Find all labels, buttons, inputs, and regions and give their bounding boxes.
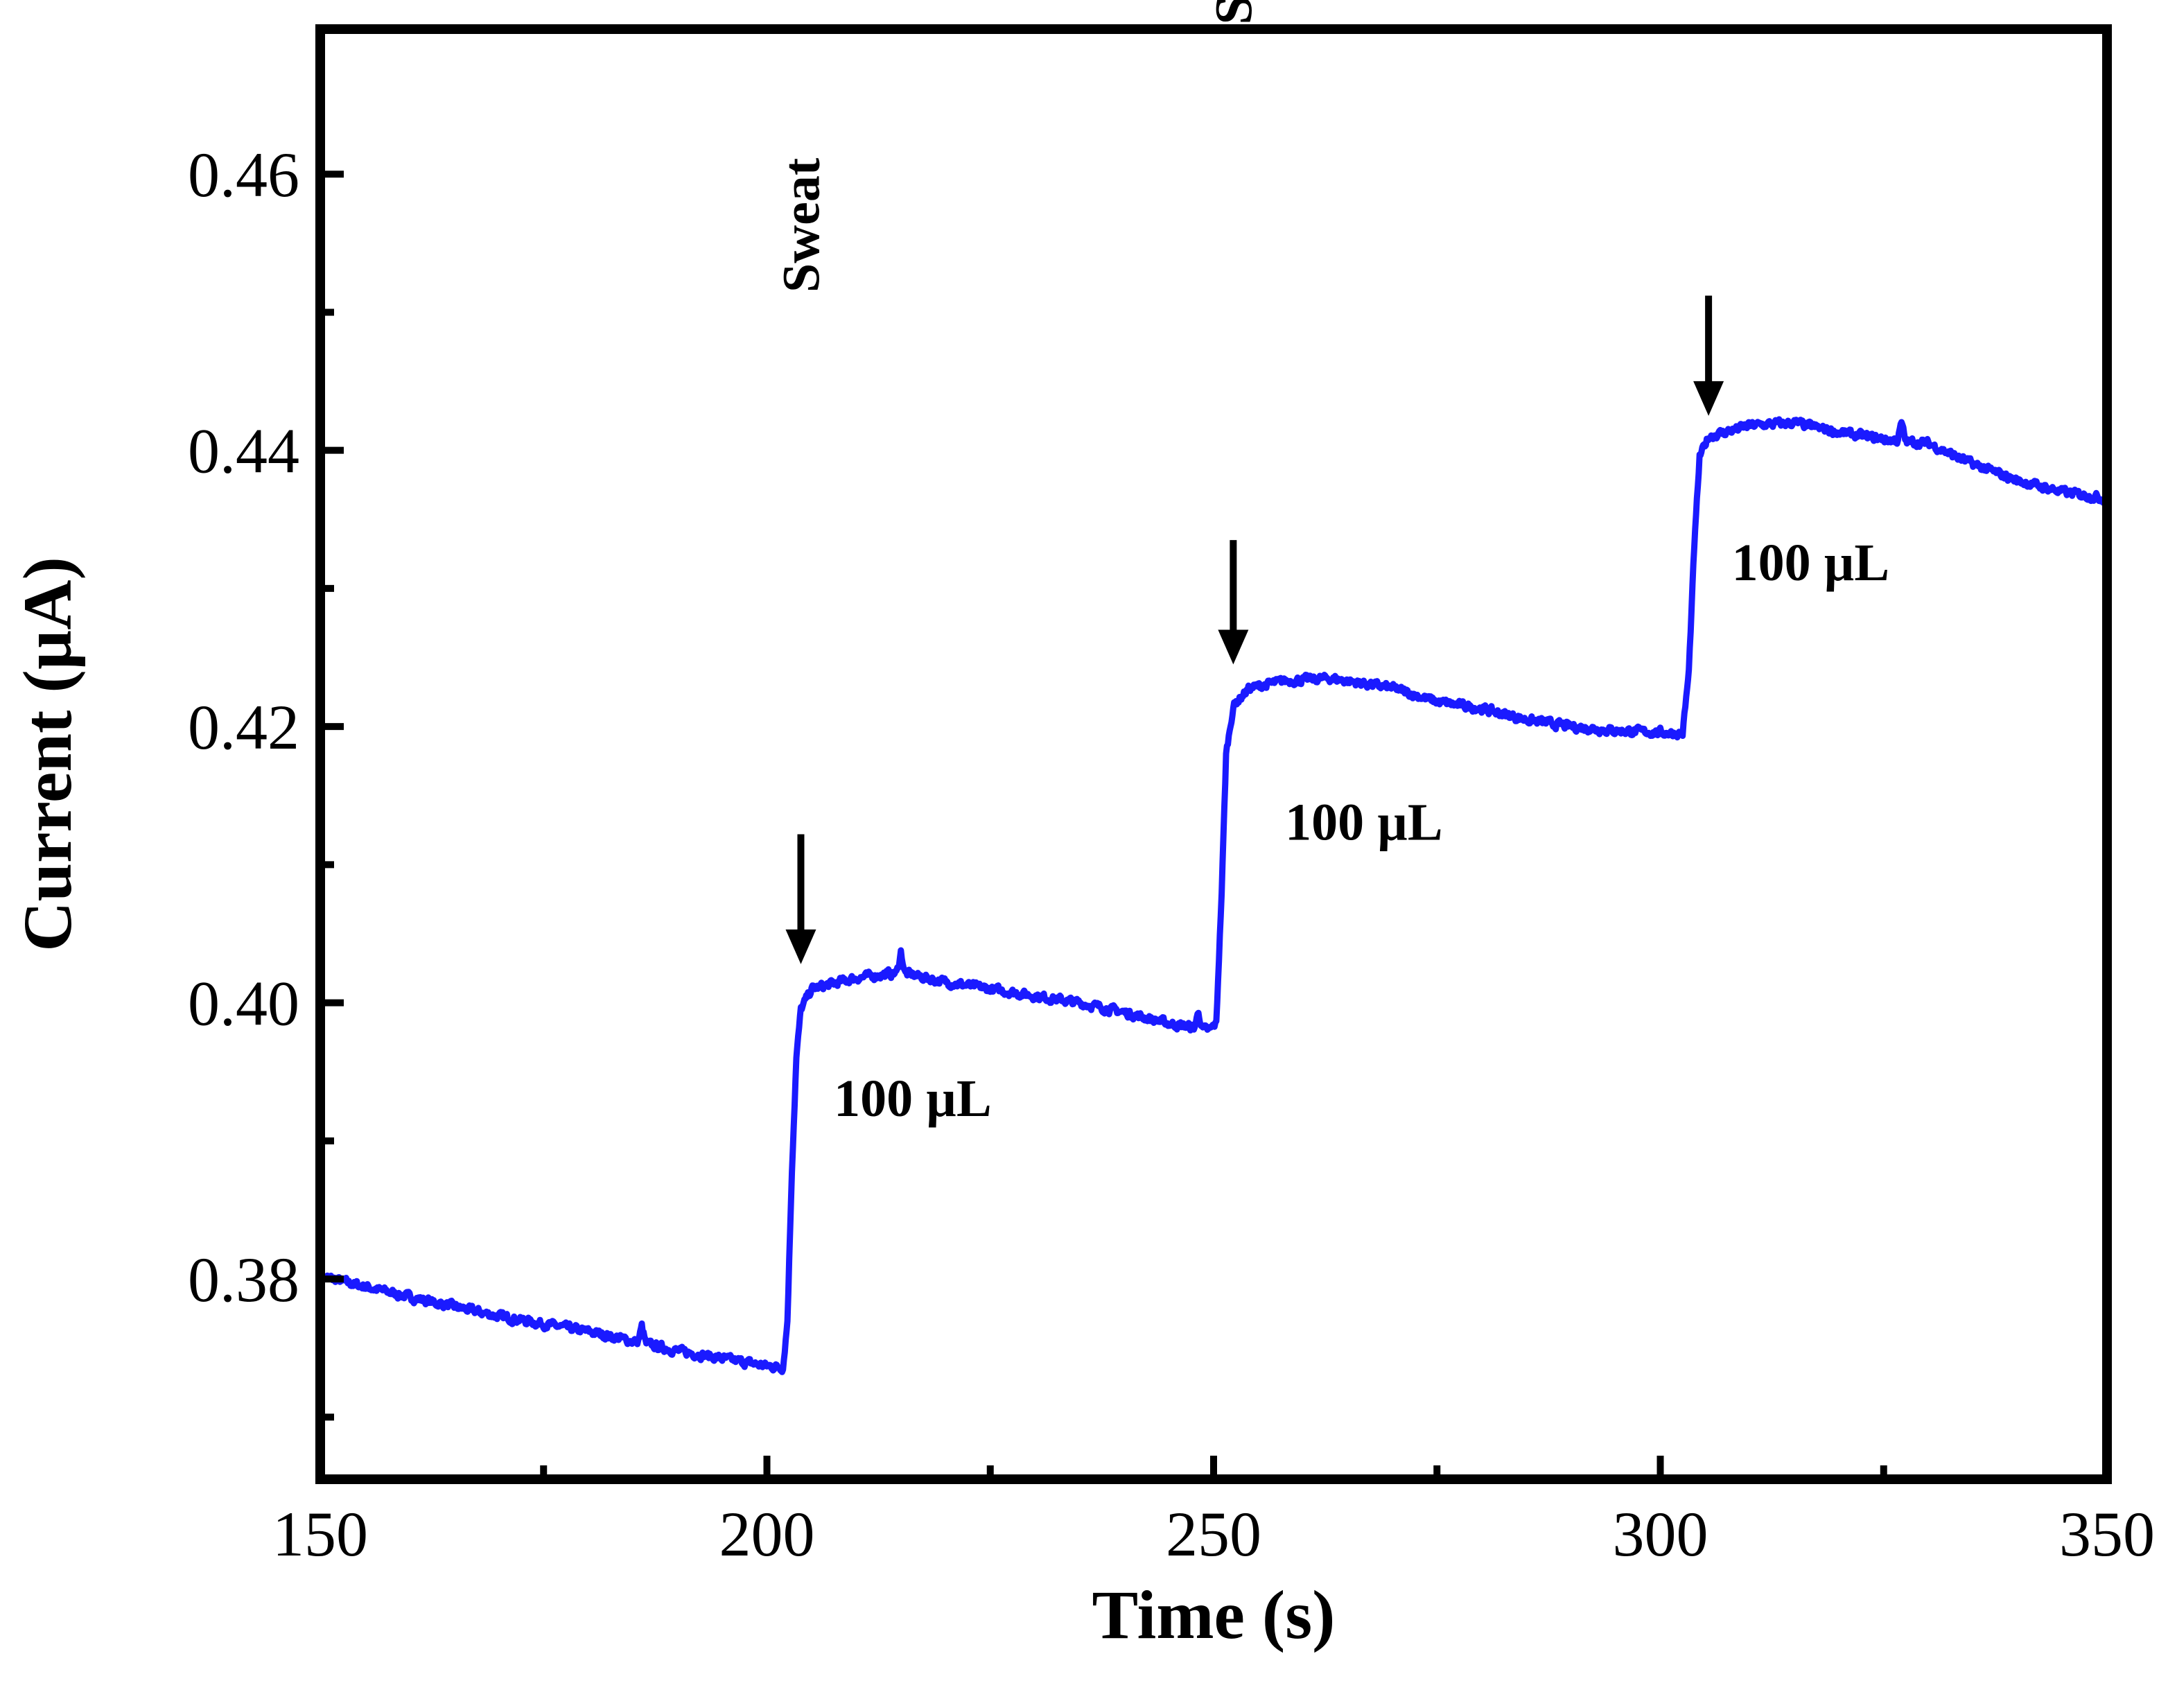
x-tick-label: 150 bbox=[272, 1499, 368, 1569]
sweat-arrow bbox=[785, 834, 816, 964]
data-layer bbox=[317, 416, 2110, 1375]
sweat-arrow bbox=[1693, 295, 1724, 416]
y-tick-label: 0.40 bbox=[188, 968, 299, 1039]
sweat-label: Sweat bbox=[772, 158, 830, 293]
volume-label: 100 µL bbox=[1285, 794, 1442, 852]
arrow-head bbox=[1693, 381, 1724, 416]
y-tick-label: 0.38 bbox=[188, 1244, 299, 1315]
sweat-label: Sweat bbox=[1205, 0, 1263, 24]
x-tick-label: 300 bbox=[1613, 1499, 1708, 1569]
volume-label: 100 µL bbox=[1732, 534, 1889, 592]
x-axis-title: Time (s) bbox=[1092, 1576, 1336, 1653]
x-tick-label: 200 bbox=[719, 1499, 815, 1569]
y-tick-label: 0.42 bbox=[188, 692, 299, 762]
arrow-head bbox=[1218, 629, 1249, 665]
arrow-head bbox=[785, 929, 816, 964]
axis-ticks: 150 200 250 300 350 0.38 0.40 0.42 0.44 0.46 bbox=[188, 139, 2155, 1569]
volume-label: 100 µL bbox=[834, 1070, 991, 1128]
y-tick-label: 0.46 bbox=[188, 139, 299, 210]
current-series-line bbox=[317, 416, 2110, 1375]
y-tick-label: 0.44 bbox=[188, 416, 299, 487]
x-tick-label: 250 bbox=[1166, 1499, 1261, 1569]
sweat-arrow bbox=[1218, 540, 1249, 665]
x-tick-label: 350 bbox=[2059, 1499, 2155, 1569]
y-axis-title: Current (µA) bbox=[9, 557, 86, 952]
